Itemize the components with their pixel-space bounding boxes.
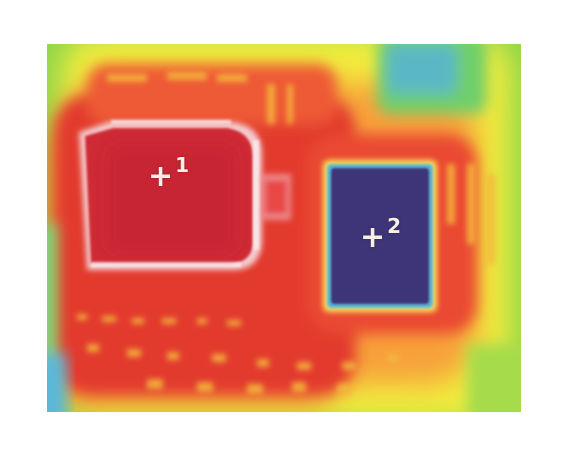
marker-2: +2	[360, 216, 401, 255]
cool-region-bottom-right	[467, 344, 521, 412]
marker-1: +1	[148, 155, 189, 194]
component-1	[79, 122, 291, 270]
thermal-map	[47, 44, 521, 412]
cool-region-left	[47, 224, 67, 412]
trace-pattern	[77, 72, 495, 394]
highlight-edge	[91, 120, 259, 267]
marker-1-index: 1	[175, 153, 190, 177]
marker-2-index: 2	[387, 214, 402, 238]
marker-1-symbol: +	[148, 159, 174, 194]
marker-2-symbol: +	[360, 220, 386, 255]
cool-region-top-right	[377, 44, 487, 114]
component-2	[323, 160, 437, 312]
thermal-image: +1 +2	[47, 44, 521, 412]
